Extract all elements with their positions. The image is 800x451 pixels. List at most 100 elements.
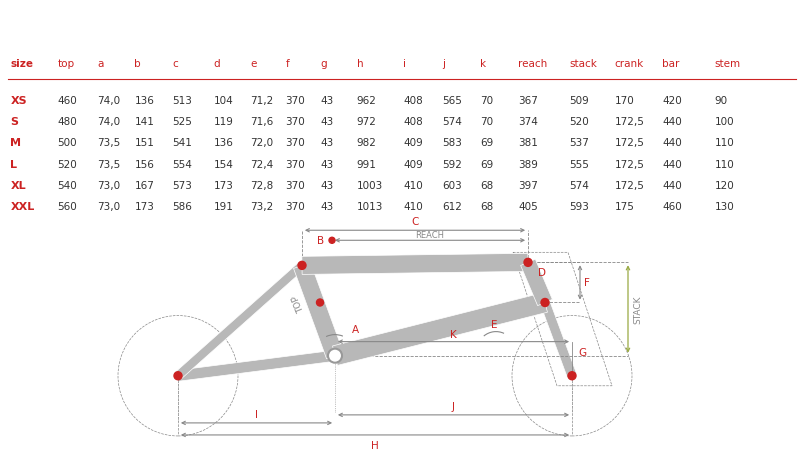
- Text: TOP: TOP: [291, 293, 306, 313]
- Text: 525: 525: [172, 117, 192, 127]
- Polygon shape: [302, 254, 528, 275]
- Text: size: size: [10, 59, 34, 69]
- Circle shape: [524, 259, 532, 267]
- Text: 374: 374: [518, 117, 538, 127]
- Text: REACH: REACH: [415, 231, 445, 240]
- Text: h: h: [357, 59, 363, 69]
- Text: 592: 592: [442, 159, 462, 169]
- Text: 69: 69: [480, 159, 494, 169]
- Text: 370: 370: [286, 96, 306, 106]
- Text: 541: 541: [172, 138, 192, 148]
- Text: 130: 130: [714, 202, 734, 212]
- Text: 410: 410: [403, 202, 423, 212]
- Text: 43: 43: [320, 96, 334, 106]
- Text: 136: 136: [214, 138, 234, 148]
- Text: S: S: [10, 117, 18, 127]
- Text: 982: 982: [357, 138, 377, 148]
- Text: 460: 460: [662, 202, 682, 212]
- Text: 173: 173: [134, 202, 154, 212]
- Polygon shape: [521, 260, 552, 306]
- Text: 172,5: 172,5: [614, 180, 644, 190]
- Text: 72,8: 72,8: [250, 180, 274, 190]
- Text: b: b: [134, 59, 141, 69]
- Text: L: L: [10, 159, 18, 169]
- Text: 74,0: 74,0: [98, 117, 121, 127]
- Text: 70: 70: [480, 117, 493, 127]
- Text: 440: 440: [662, 180, 682, 190]
- Text: 156: 156: [134, 159, 154, 169]
- Text: e: e: [250, 59, 257, 69]
- Text: 43: 43: [320, 180, 334, 190]
- Text: 43: 43: [320, 138, 334, 148]
- Text: 43: 43: [320, 159, 334, 169]
- Text: 70: 70: [480, 96, 493, 106]
- Text: 583: 583: [442, 138, 462, 148]
- Text: reach: reach: [518, 59, 548, 69]
- Text: 560: 560: [58, 202, 78, 212]
- Text: 73,0: 73,0: [98, 202, 121, 212]
- Text: 73,5: 73,5: [98, 138, 121, 148]
- Text: 480: 480: [58, 117, 78, 127]
- Text: 555: 555: [570, 159, 590, 169]
- Polygon shape: [178, 350, 336, 382]
- Text: 410: 410: [403, 180, 423, 190]
- Text: 381: 381: [518, 138, 538, 148]
- Text: 420: 420: [662, 96, 682, 106]
- Text: 136: 136: [134, 96, 154, 106]
- Text: 43: 43: [320, 117, 334, 127]
- Text: 104: 104: [214, 96, 234, 106]
- Text: stem: stem: [714, 59, 741, 69]
- Text: 520: 520: [570, 117, 590, 127]
- Text: 962: 962: [357, 96, 377, 106]
- Text: 1003: 1003: [357, 180, 383, 190]
- Text: 167: 167: [134, 180, 154, 190]
- Polygon shape: [175, 262, 305, 379]
- Text: 110: 110: [714, 138, 734, 148]
- Text: 72,4: 72,4: [250, 159, 274, 169]
- Text: XL: XL: [10, 180, 26, 190]
- Text: 408: 408: [403, 96, 423, 106]
- Text: 586: 586: [172, 202, 192, 212]
- Text: 389: 389: [518, 159, 538, 169]
- Text: XS: XS: [10, 96, 27, 106]
- Polygon shape: [333, 293, 547, 366]
- Text: 110: 110: [714, 159, 734, 169]
- Text: 100: 100: [714, 117, 734, 127]
- Circle shape: [541, 299, 549, 307]
- Text: 574: 574: [442, 117, 462, 127]
- Text: H: H: [371, 440, 379, 450]
- Text: 440: 440: [662, 159, 682, 169]
- Text: stack: stack: [570, 59, 598, 69]
- Text: 409: 409: [403, 159, 423, 169]
- Text: 43: 43: [320, 202, 334, 212]
- Text: D: D: [538, 268, 546, 278]
- Text: k: k: [480, 59, 486, 69]
- Text: 554: 554: [172, 159, 192, 169]
- Text: J: J: [452, 401, 455, 411]
- Text: 991: 991: [357, 159, 377, 169]
- Circle shape: [329, 238, 335, 244]
- Text: 154: 154: [214, 159, 234, 169]
- Text: 405: 405: [518, 202, 538, 212]
- Text: 367: 367: [518, 96, 538, 106]
- Text: 120: 120: [714, 180, 734, 190]
- Text: A: A: [351, 324, 358, 334]
- Text: 69: 69: [480, 138, 494, 148]
- Text: 540: 540: [58, 180, 78, 190]
- Text: 573: 573: [172, 180, 192, 190]
- Text: 71,2: 71,2: [250, 96, 274, 106]
- Text: bar: bar: [662, 59, 680, 69]
- Text: 74,0: 74,0: [98, 96, 121, 106]
- Text: crank: crank: [614, 59, 644, 69]
- Text: 408: 408: [403, 117, 423, 127]
- Text: f: f: [286, 59, 290, 69]
- Text: 500: 500: [58, 138, 78, 148]
- Text: E: E: [490, 319, 498, 329]
- Text: B: B: [317, 236, 324, 246]
- Text: K: K: [450, 329, 457, 339]
- Text: 565: 565: [442, 96, 462, 106]
- Text: 141: 141: [134, 117, 154, 127]
- Text: I: I: [255, 409, 258, 419]
- Text: 173: 173: [214, 180, 234, 190]
- Text: 440: 440: [662, 117, 682, 127]
